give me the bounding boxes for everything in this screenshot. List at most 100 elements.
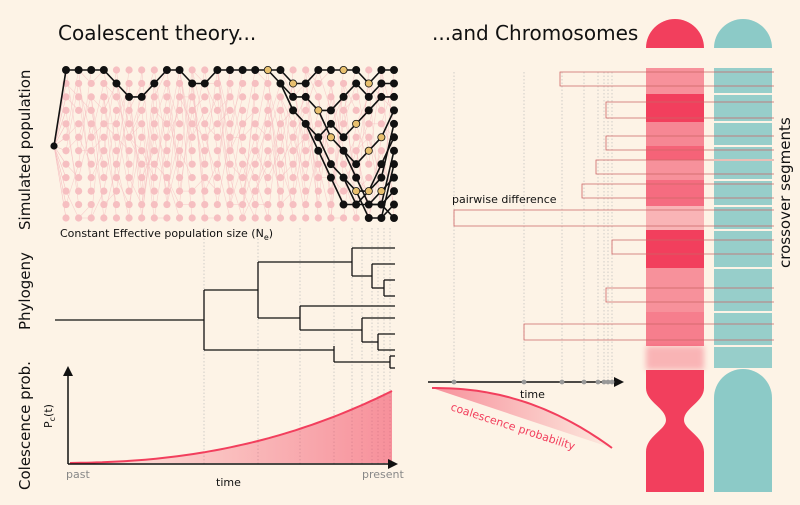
population-grid — [62, 66, 398, 222]
faint-lineage — [242, 123, 256, 138]
lineage-node — [389, 200, 398, 209]
crossover-bracket — [605, 101, 774, 119]
lineage-node — [389, 146, 398, 155]
faint-lineage — [204, 164, 218, 192]
lineage-root-node — [50, 142, 58, 150]
lineage-node — [289, 106, 298, 115]
faint-lineage — [154, 137, 168, 219]
lineage-node — [352, 79, 361, 88]
faint-lineage — [154, 163, 168, 178]
lineage-node — [162, 66, 171, 75]
lineage-node — [352, 173, 361, 182]
faint-lineage — [254, 69, 269, 138]
faint-lineage — [305, 69, 319, 98]
faint-lineage — [343, 96, 357, 111]
faint-lineage — [280, 123, 294, 219]
faint-lineage — [229, 177, 243, 219]
faint-lineage — [343, 137, 357, 165]
crossover-bracket — [559, 71, 774, 87]
faint-lineage — [242, 96, 256, 205]
lineage-node — [364, 79, 373, 88]
lineage-node — [339, 200, 348, 209]
red-segment — [646, 160, 704, 180]
time-tick — [595, 379, 601, 385]
time-axis-label: time — [520, 388, 545, 401]
faint-lineage — [65, 190, 79, 219]
lineage-node — [389, 119, 398, 128]
lineage-node — [188, 79, 197, 88]
lineage-node — [389, 66, 398, 75]
lineage-node — [326, 160, 335, 169]
faint-lineage — [65, 96, 79, 111]
faint-lineage — [280, 190, 294, 205]
time-axis-arrow-icon — [614, 377, 624, 387]
faint-lineage — [292, 110, 306, 192]
time-axis-right: time coalescence probability — [428, 377, 624, 453]
faint-lineage — [330, 83, 344, 219]
time-ticks — [451, 379, 615, 385]
y-axis-arrow-icon — [63, 366, 73, 376]
root-lineage — [53, 123, 67, 147]
title-left: Coalescent theory... — [58, 21, 256, 45]
faint-lineage — [179, 69, 193, 138]
faint-lineage — [191, 96, 205, 111]
faint-lineage — [166, 96, 180, 165]
faint-lineage — [280, 164, 294, 205]
lineage-node — [213, 66, 222, 75]
faint-lineage — [280, 96, 294, 124]
faint-lineage — [78, 69, 92, 192]
lineage-node — [377, 133, 386, 142]
faint-lineage — [128, 110, 142, 138]
x-axis-label: time — [216, 476, 241, 489]
faint-lineage — [267, 83, 281, 124]
red-segment — [646, 122, 704, 146]
faint-lineage — [154, 96, 168, 178]
faint-lineage — [65, 110, 79, 205]
faint-lineage — [116, 69, 130, 178]
faint-lineage — [78, 137, 92, 165]
faint-lineage — [166, 177, 180, 219]
faint-lineage — [280, 96, 294, 151]
faint-lineage — [65, 137, 79, 151]
faint-lineage — [128, 83, 142, 219]
chromosome-red-icon — [646, 19, 704, 48]
faint-lineage — [305, 150, 319, 205]
lineage-node — [339, 66, 348, 75]
faint-lineage — [368, 83, 382, 219]
faint-lineage — [90, 96, 105, 219]
faint-lineage — [242, 190, 256, 219]
faint-lineage — [78, 96, 92, 138]
faint-lineage — [65, 83, 79, 151]
faint-lineage — [166, 83, 180, 192]
faint-lineage — [65, 69, 79, 151]
crossover-bracket — [605, 135, 774, 151]
faint-lineage — [292, 69, 306, 192]
faint-lineage — [330, 164, 344, 205]
lineage-node — [352, 66, 361, 75]
label-phylogeny: Phylogeny — [16, 252, 34, 330]
chromosome-bottoms — [646, 369, 772, 492]
population-dot — [138, 133, 146, 141]
label-crossover: crossover segments — [776, 117, 794, 268]
pairwise-label: pairwise difference — [452, 193, 557, 206]
lineage-node — [137, 92, 146, 101]
time-tick — [559, 379, 565, 385]
root-lineage — [53, 145, 67, 165]
faint-lineage — [116, 96, 130, 138]
red-segment — [646, 268, 704, 312]
faint-lineage — [229, 96, 243, 151]
lineage-node — [289, 79, 298, 88]
faint-lineage — [179, 83, 193, 205]
faint-lineage — [78, 96, 92, 111]
population-dot — [264, 147, 272, 155]
crossover-brackets — [453, 71, 774, 341]
faint-lineage — [368, 164, 382, 219]
faint-lineage — [305, 69, 319, 111]
faint-lineage — [254, 164, 269, 192]
time-tick — [609, 379, 615, 385]
lineage-node — [339, 146, 348, 155]
decay-curve — [432, 387, 613, 449]
faint-lineage — [179, 150, 193, 178]
faint-lineage — [217, 110, 231, 192]
